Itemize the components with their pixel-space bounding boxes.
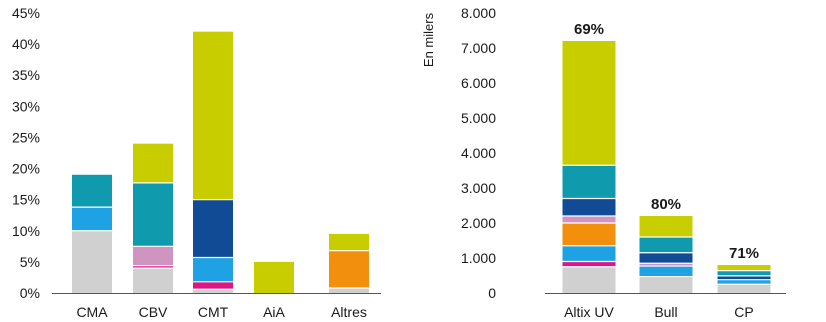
left-bar-cma-segment (72, 174, 112, 208)
right-bar-cp-segment (717, 279, 771, 285)
right-bar-altix-uv-segment (562, 261, 616, 267)
left-category-label: CBV (139, 304, 168, 320)
left-category-label: CMA (76, 304, 108, 320)
right-bar-cp-segment (717, 284, 771, 293)
right-bar-bull-segment (639, 252, 693, 264)
left-y-tick-label: 15% (12, 192, 40, 208)
left-bar-altres-segment (329, 250, 369, 289)
right-y-tick-label: 5.000 (461, 110, 496, 126)
right-bar-bull-segment (639, 263, 693, 267)
left-bar-cmt-segment (193, 257, 233, 282)
right-bar-altix-uv-segment (562, 41, 616, 166)
right-y-tick-label: 0 (488, 285, 496, 301)
right-bar-cp-segment (717, 265, 771, 271)
left-bar-cbv-segment (133, 265, 173, 269)
left-chart-share-percent: 0% 5% 10% 15% 20% 25% 30% 35% 40% 45% CMA CBV CMT AiA… (12, 5, 381, 320)
right-y-tick-label: 4.000 (461, 145, 496, 161)
right-bar-percent-label: 69% (574, 21, 604, 38)
left-bar-cbv-segment (133, 246, 173, 266)
left-y-tick-label: 0% (20, 285, 40, 301)
right-bar-altix-uv-segment (562, 165, 616, 199)
right-y-tick-label: 2.000 (461, 215, 496, 231)
right-chart-thousands: 0 1.000 2.000 3.000 4.000 5.000 6.000 7.000 8.00… (421, 5, 786, 320)
left-category-label: Altres (331, 304, 367, 320)
right-bar-cp-segment (717, 275, 771, 280)
left-bar-cbv-segment (133, 182, 173, 247)
right-bar-altix-uv-segment (562, 198, 616, 216)
left-bar-altres-segment (329, 288, 369, 293)
right-category-label: CP (734, 304, 753, 320)
left-y-tick-label: 10% (12, 223, 40, 239)
left-y-tick-label: 5% (20, 254, 40, 270)
left-y-tick-label: 45% (12, 5, 40, 21)
right-y-axis-label: En milers (421, 12, 436, 67)
left-bar-cbv-segment (133, 268, 173, 293)
left-y-tick-label: 30% (12, 98, 40, 114)
right-category-label: Bull (654, 304, 677, 320)
left-bar-altres-segment (329, 233, 369, 251)
right-bar-altix-uv-segment (562, 266, 616, 293)
left-bar-aia-segment (254, 261, 294, 293)
left-y-tick-label: 40% (12, 36, 40, 52)
left-bar-cmt-segment (193, 281, 233, 290)
right-y-tick-label: 1.000 (461, 250, 496, 266)
left-bar-cmt-segment (193, 289, 233, 293)
right-bar-bull-segment (639, 237, 693, 253)
left-y-tick-label: 35% (12, 67, 40, 83)
left-category-label: CMT (198, 304, 229, 320)
right-bar-percent-label: 71% (729, 245, 759, 262)
left-bar-cmt-segment (193, 31, 233, 200)
right-bar-altix-uv-segment (562, 245, 616, 262)
right-category-label: Altix UV (564, 304, 614, 320)
right-bar-bull-segment (639, 216, 693, 237)
left-y-tick-label: 20% (12, 161, 40, 177)
left-bar-cma-segment (72, 230, 112, 293)
right-bar-bull-segment (639, 266, 693, 277)
right-bar-percent-label: 80% (651, 196, 681, 213)
left-category-label: AiA (263, 304, 285, 320)
right-bar-altix-uv-segment (562, 223, 616, 246)
right-bar-altix-uv-segment (562, 216, 616, 223)
right-y-tick-label: 3.000 (461, 180, 496, 196)
right-bar-cp-segment (717, 270, 771, 276)
right-y-tick-label: 6.000 (461, 75, 496, 91)
right-bar-bull-segment (639, 276, 693, 293)
left-bar-cbv-segment (133, 143, 173, 183)
left-y-tick-label: 25% (12, 129, 40, 145)
right-y-tick-label: 7.000 (461, 40, 496, 56)
right-y-tick-label: 8.000 (461, 5, 496, 21)
left-bar-cma-segment (72, 207, 112, 231)
left-bar-cmt-segment (193, 199, 233, 258)
